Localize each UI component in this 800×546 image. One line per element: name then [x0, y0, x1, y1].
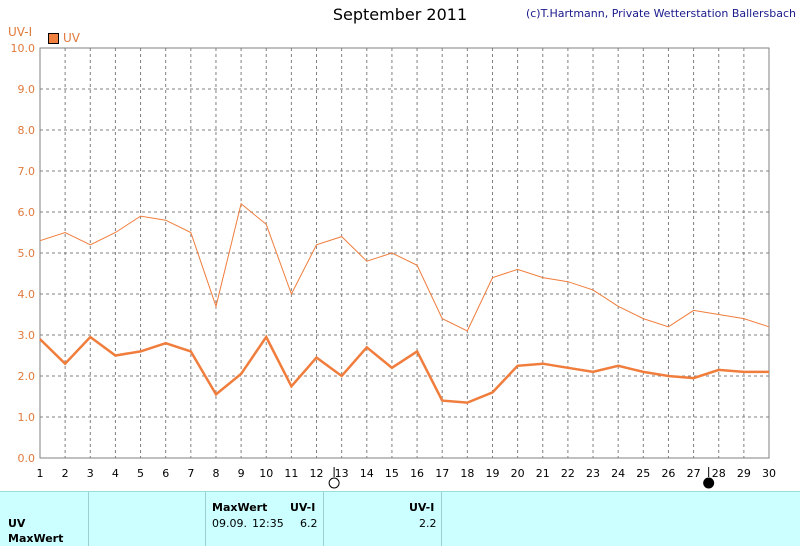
x-tick-label: 2 — [62, 467, 69, 480]
max-date: 09.09. — [212, 517, 247, 530]
x-tick-label: 18 — [460, 467, 474, 480]
x-tick-label: 7 — [187, 467, 194, 480]
x-tick-label: 15 — [385, 467, 399, 480]
x-tick-label: 23 — [586, 467, 600, 480]
x-tick-label: 9 — [238, 467, 245, 480]
x-tick-label: 12 — [310, 467, 324, 480]
mean-value: 2.2 — [419, 517, 437, 530]
unit-header-mean: UV-I — [409, 501, 434, 514]
y-tick-label: 2.0 — [18, 370, 36, 383]
summary-panel: UV MaxWert MaxWert UV-I 09.09. 12:35 6.2… — [0, 491, 800, 546]
uv-max-series-line — [40, 204, 769, 331]
y-tick-label: 4.0 — [18, 288, 36, 301]
x-tick-label: 16 — [410, 467, 424, 480]
x-tick-label: 24 — [611, 467, 625, 480]
y-tick-label: 6.0 — [18, 206, 36, 219]
x-tick-label: 3 — [87, 467, 94, 480]
x-tick-label: 4 — [112, 467, 119, 480]
max-value: 6.2 — [300, 517, 318, 530]
y-tick-label: 10.0 — [11, 42, 36, 55]
x-tick-label: 19 — [485, 467, 499, 480]
y-tick-label: 0.0 — [18, 452, 36, 465]
x-tick-label: 14 — [360, 467, 374, 480]
x-tick-label: 17 — [435, 467, 449, 480]
y-tick-label: 5.0 — [18, 247, 36, 260]
x-tick-label: 30 — [762, 467, 776, 480]
x-tick-label: 29 — [737, 467, 751, 480]
uv-mean-series-line — [40, 337, 769, 403]
x-tick-label: 21 — [536, 467, 550, 480]
y-tick-label: 8.0 — [18, 124, 36, 137]
x-tick-label: 26 — [661, 467, 675, 480]
full-moon-icon — [329, 478, 339, 488]
y-tick-label: 1.0 — [18, 411, 36, 424]
max-time: 12:35 — [252, 517, 284, 530]
x-tick-label: 10 — [259, 467, 273, 480]
panel-divider — [323, 492, 324, 546]
panel-divider — [205, 492, 206, 546]
x-tick-label: 27 — [687, 467, 701, 480]
y-tick-label: 3.0 — [18, 329, 36, 342]
max-header: MaxWert — [212, 501, 267, 514]
x-tick-label: 11 — [284, 467, 298, 480]
x-tick-label: 1 — [37, 467, 44, 480]
x-tick-label: 28 — [712, 467, 726, 480]
x-tick-label: 22 — [561, 467, 575, 480]
new-moon-icon — [704, 478, 714, 488]
y-tick-label: 7.0 — [18, 165, 36, 178]
row-label-maxwert: MaxWert — [8, 532, 63, 545]
x-tick-label: 8 — [212, 467, 219, 480]
x-tick-label: 5 — [137, 467, 144, 480]
x-tick-label: 25 — [636, 467, 650, 480]
panel-divider — [441, 492, 442, 546]
unit-header-max: UV-I — [290, 501, 315, 514]
panel-divider — [88, 492, 89, 546]
y-tick-label: 9.0 — [18, 83, 36, 96]
x-tick-label: 13 — [335, 467, 349, 480]
row-label-uv: UV — [8, 517, 25, 530]
x-tick-label: 20 — [511, 467, 525, 480]
x-tick-label: 6 — [162, 467, 169, 480]
